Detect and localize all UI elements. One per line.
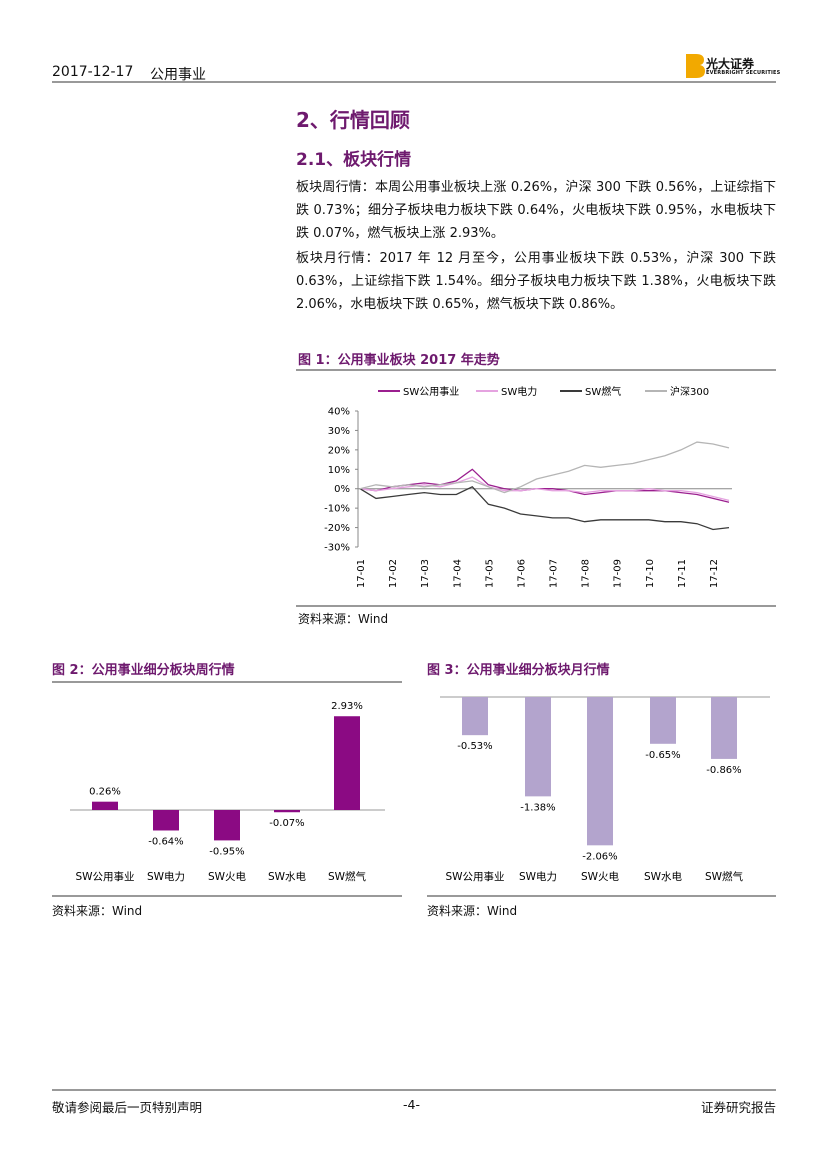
figure-title: 图 1：公用事业板块 2017 年走势: [298, 353, 500, 368]
value-label: -0.95%: [209, 846, 244, 857]
x-tick-label: SW公用事业: [75, 870, 134, 883]
logo-name: 光大证券: [706, 57, 755, 71]
value-label: -1.38%: [520, 802, 555, 813]
figure-title: 图 3：公用事业细分板块月行情: [427, 663, 610, 678]
x-tick-label: 17-09: [613, 559, 624, 588]
bar: [334, 716, 360, 810]
subheading: 2.1、板块行情: [296, 150, 412, 170]
bar: [462, 697, 488, 736]
bar: [214, 810, 240, 841]
x-tick-label: SW火电: [581, 870, 620, 883]
logo-english: EVERBRIGHT SECURITIES: [706, 70, 781, 76]
legend-label: SW燃气: [585, 385, 621, 398]
y-tick-label: 10%: [328, 465, 350, 476]
bar: [650, 697, 676, 744]
logo-icon: [686, 54, 705, 78]
legend-label: SW公用事业: [403, 385, 459, 398]
series-line: [359, 476, 730, 502]
heading: 2、行情回顾: [296, 108, 410, 132]
value-label: -0.07%: [269, 818, 304, 829]
bar: [587, 697, 613, 846]
value-label: -0.53%: [457, 741, 492, 752]
y-tick-label: 20%: [328, 445, 350, 456]
x-tick-label: SW水电: [644, 870, 683, 883]
x-tick-label: SW水电: [268, 870, 307, 883]
x-tick-label: SW燃气: [705, 870, 744, 883]
value-label: -0.64%: [148, 836, 183, 847]
value-label: -0.65%: [645, 750, 680, 761]
bar: [525, 697, 551, 797]
paragraph: 板块月行情：2017 年 12 月至今，公用事业板块下跌 0.53%，沪深 30…: [296, 251, 776, 312]
y-tick-label: -20%: [324, 523, 350, 534]
figure-title: 图 2：公用事业细分板块周行情: [52, 663, 235, 678]
x-tick-label: 17-03: [420, 559, 431, 588]
footer-left: 敬请参阅最后一页特别声明: [52, 1100, 203, 1115]
x-tick-label: 17-07: [549, 559, 560, 588]
paragraph: 板块周行情：本周公用事业板块上涨 0.26%，沪深 300 下跌 0.56%，上…: [296, 180, 776, 241]
x-tick-label: 17-11: [677, 559, 688, 588]
x-tick-label: 17-12: [709, 559, 720, 588]
figure-source: 资料来源：Wind: [427, 904, 518, 918]
x-tick-label: 17-02: [388, 559, 399, 588]
bar: [153, 810, 179, 831]
bar: [711, 697, 737, 759]
y-tick-label: 0%: [334, 484, 350, 495]
header-date: 2017-12-17: [52, 64, 134, 80]
x-tick-label: SW公用事业: [445, 870, 504, 883]
bar: [92, 801, 118, 810]
y-tick-label: -30%: [324, 543, 350, 554]
x-tick-label: SW电力: [519, 870, 557, 883]
figure-source: 资料来源：Wind: [298, 612, 389, 626]
footer-right: 证券研究报告: [701, 1100, 777, 1115]
y-tick-label: 30%: [328, 426, 350, 437]
bar: [274, 810, 300, 813]
x-tick-label: 17-01: [356, 559, 367, 588]
x-tick-label: 17-10: [645, 559, 656, 588]
value-label: 0.26%: [89, 787, 121, 798]
x-tick-label: SW电力: [147, 870, 185, 883]
x-tick-label: 17-04: [452, 559, 463, 588]
value-label: 2.93%: [331, 701, 363, 712]
series-line: [359, 486, 730, 531]
y-tick-label: 40%: [328, 407, 350, 418]
x-tick-label: 17-05: [484, 559, 495, 588]
value-label: -0.86%: [706, 765, 741, 776]
figure-source: 资料来源：Wind: [52, 904, 143, 918]
header-section: 公用事业: [150, 67, 206, 83]
x-tick-label: SW燃气: [328, 870, 367, 883]
x-tick-label: 17-08: [581, 559, 592, 588]
series-line: [359, 441, 730, 494]
x-tick-label: 17-06: [516, 559, 527, 588]
footer-page: -4-: [403, 1097, 420, 1112]
value-label: -2.06%: [582, 851, 617, 862]
legend-label: 沪深300: [670, 385, 709, 398]
y-tick-label: -10%: [324, 504, 350, 515]
legend-label: SW电力: [501, 385, 537, 398]
x-tick-label: SW火电: [208, 870, 247, 883]
